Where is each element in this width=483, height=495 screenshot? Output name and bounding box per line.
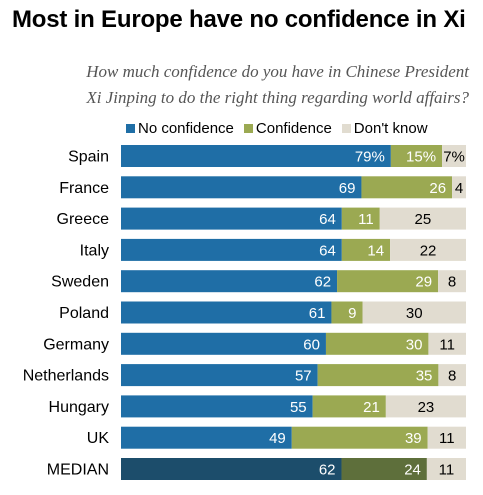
data-label-confidence-germany: 30 [406,336,423,353]
bar-dont-know-spain [442,145,466,167]
category-label-france: France [59,180,109,197]
data-label-confidence-sweden: 29 [415,274,432,291]
data-label-dont-know-median: 11 [439,462,455,479]
bar-no-confidence-italy [121,238,342,261]
bar-no-confidence-uk [121,426,292,449]
bar-confidence-spain [390,145,443,167]
bar-confidence-sweden [337,270,439,293]
bar-confidence-france [361,176,453,199]
bar-confidence-poland [331,301,363,324]
data-label-confidence-netherlands: 35 [416,368,433,385]
category-label-netherlands: Netherlands [23,368,109,385]
bar-confidence-uk [291,426,428,449]
data-label-confidence-france: 26 [429,180,446,197]
legend-label-dont-know: Don't know [353,120,428,137]
bar-dont-know-sweden [438,270,466,293]
category-label-hungary: Hungary [49,399,109,416]
data-label-dont-know-sweden: 8 [448,274,456,291]
bar-no-confidence-hungary [121,395,313,418]
chart-title: Most in Europe have no confidence in Xi [12,6,466,33]
category-label-poland: Poland [59,305,109,322]
data-label-no-confidence-hungary: 55 [290,399,307,416]
data-label-dont-know-uk: 11 [439,430,455,447]
chart-legend: No confidence Confidence Don't know [126,120,438,137]
bar-dont-know-median [426,458,466,480]
bar-confidence-netherlands [317,364,439,387]
bar-dont-know-germany [428,332,466,355]
bar-confidence-hungary [312,395,386,418]
data-label-dont-know-netherlands: 8 [448,368,456,385]
category-label-greece: Greece [57,211,110,228]
data-label-no-confidence-italy: 64 [319,242,336,259]
data-label-confidence-italy: 14 [367,242,384,259]
chart-subtitle-line-2: Xi Jinping to do the right thing regardi… [86,88,469,107]
bar-confidence-median [341,458,427,480]
data-label-confidence-hungary: 21 [363,399,380,416]
bar-dont-know-italy [390,238,466,261]
data-label-dont-know-hungary: 23 [418,399,435,416]
bar-no-confidence-sweden [121,270,338,293]
data-label-no-confidence-spain: 79% [355,149,385,166]
data-label-no-confidence-netherlands: 57 [295,368,312,385]
data-label-confidence-greece: 11 [358,211,374,228]
legend-swatch-dont-know [341,124,351,133]
data-label-dont-know-poland: 30 [406,305,423,322]
legend-item-confidence: Confidence [243,120,332,137]
bar-dont-know-netherlands [438,364,466,387]
data-label-no-confidence-median: 62 [319,462,336,479]
data-label-no-confidence-greece: 64 [319,211,336,228]
bar-no-confidence-poland [121,301,332,324]
legend-label-no-confidence: No confidence [138,120,234,137]
category-label-sweden: Sweden [51,274,109,291]
data-label-dont-know-spain: 7% [443,149,465,166]
bar-no-confidence-germany [121,332,326,355]
data-label-no-confidence-poland: 61 [309,305,326,322]
data-label-dont-know-italy: 22 [420,242,437,259]
category-label-germany: Germany [43,336,109,353]
data-label-dont-know-greece: 25 [415,211,432,228]
category-label-median: MEDIAN [47,462,109,479]
data-label-confidence-median: 24 [404,462,421,479]
bar-dont-know-uk [427,426,466,449]
chart-subtitle-line-1: How much confidence do you have in Chine… [86,62,469,81]
legend-item-no-confidence: No confidence [126,120,234,137]
bar-dont-know-hungary [385,395,466,418]
bar-no-confidence-spain [121,145,391,167]
legend-item-dont-know: Don't know [341,120,428,137]
category-label-uk: UK [87,430,110,447]
data-label-no-confidence-germany: 60 [303,336,320,353]
legend-swatch-confidence [243,124,253,133]
bar-dont-know-france [452,176,466,199]
data-label-confidence-uk: 39 [405,430,422,447]
data-label-no-confidence-uk: 49 [269,430,286,447]
data-label-confidence-spain: 15% [406,149,436,166]
legend-label-confidence: Confidence [255,120,332,137]
category-label-spain: Spain [68,149,109,166]
bar-no-confidence-france [121,176,362,199]
data-label-dont-know-france: 4 [455,180,463,197]
data-label-dont-know-germany: 11 [439,336,455,353]
legend-swatch-no-confidence [126,124,135,133]
category-label-italy: Italy [80,242,109,259]
data-label-confidence-poland: 9 [348,305,356,322]
bar-no-confidence-greece [121,207,342,230]
bar-dont-know-poland [362,301,466,324]
data-label-no-confidence-sweden: 62 [314,274,331,291]
bar-confidence-italy [341,238,391,261]
bar-no-confidence-netherlands [121,364,318,387]
bar-confidence-greece [341,207,380,230]
bar-dont-know-greece [379,207,466,230]
data-label-no-confidence-france: 69 [339,180,356,197]
bar-no-confidence-median [121,458,342,480]
bar-confidence-germany [325,332,429,355]
